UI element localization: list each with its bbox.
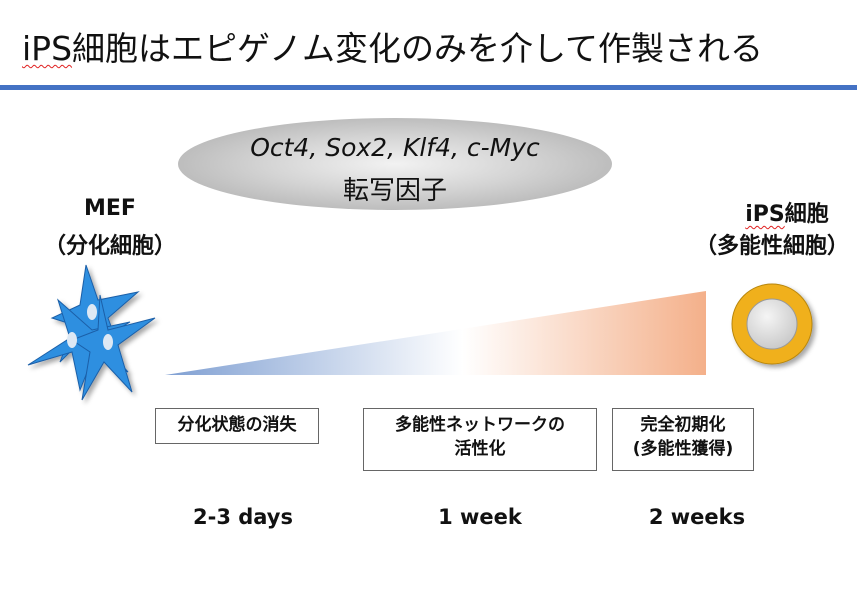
mef-desc: （分化細胞） <box>43 234 176 259</box>
ips-name: iPS細胞 <box>687 196 857 228</box>
stage-time-3: 2 weeks <box>648 505 746 529</box>
ips-name-rest: 細胞 <box>784 202 829 227</box>
slide-title: iPS細胞はエピゲノム変化のみを介して作製される <box>22 22 763 70</box>
stage-box-2: 多能性ネットワークの活性化 <box>363 408 597 471</box>
ips-desc: （多能性細胞） <box>694 234 849 259</box>
ips-cell-icon <box>731 283 813 365</box>
title-ips: iPS <box>22 29 73 68</box>
stage-box-1: 分化状態の消失 <box>155 408 319 444</box>
mef-name: MEF <box>84 196 136 221</box>
progress-wedge <box>165 291 706 375</box>
fibroblast-cells-icon <box>27 264 156 401</box>
stage-time-1: 2-3 days <box>193 505 293 529</box>
stage-box-3: 完全初期化 (多能性獲得) <box>612 408 754 471</box>
stage-time-2: 1 week <box>438 505 522 529</box>
factor-genes: Oct4, Sox2, Klf4, c-Myc <box>250 133 540 162</box>
transcription-factor-ellipse <box>178 118 612 210</box>
title-text: 細胞はエピゲノム変化のみを介して作製される <box>72 29 764 68</box>
title-divider <box>0 85 857 90</box>
factor-label: 転写因子 <box>342 176 447 206</box>
ips-name-prefix: iPS <box>745 202 785 227</box>
